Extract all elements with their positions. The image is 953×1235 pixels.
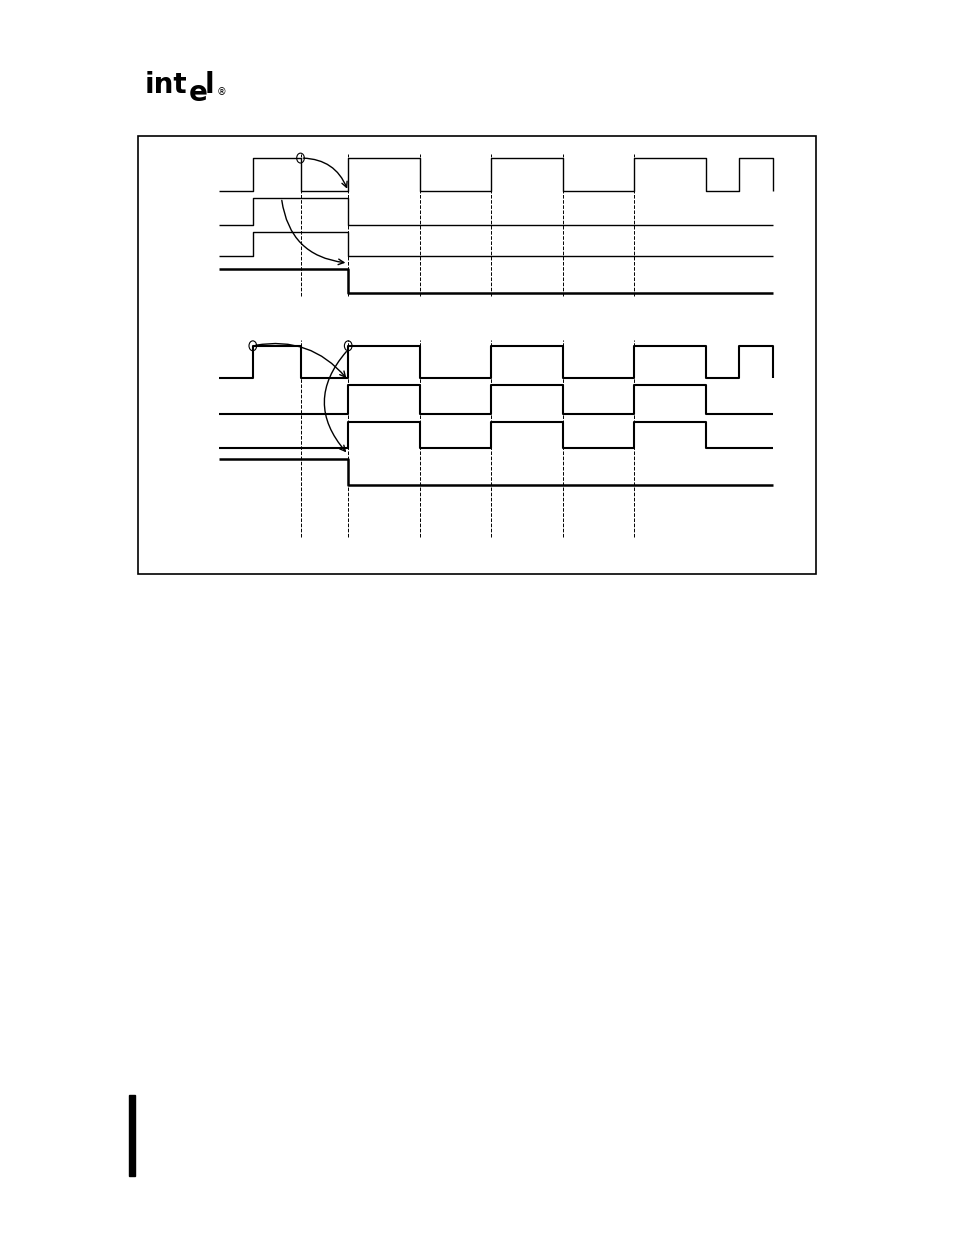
Text: int: int: [145, 70, 188, 99]
Bar: [138, 136, 815, 574]
Text: l: l: [204, 70, 213, 99]
Text: ®: ®: [216, 88, 226, 98]
Text: e: e: [189, 79, 208, 107]
Bar: [129, 1095, 135, 1176]
